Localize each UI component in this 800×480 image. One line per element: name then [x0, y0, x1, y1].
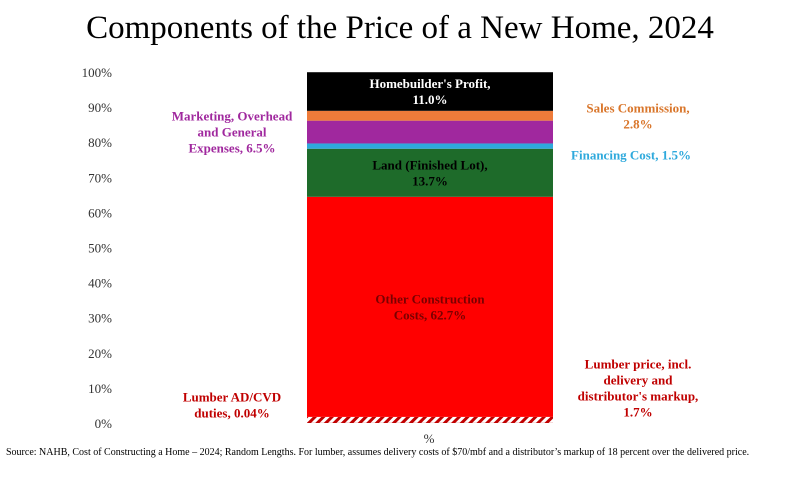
segment-label-financing-cost: Financing Cost, 1.5%: [571, 148, 691, 163]
segment-label-marketing-overhead-and-general-expenses: Expenses, 6.5%: [188, 141, 275, 156]
segment-label-other-construction-costs: Costs, 62.7%: [394, 307, 467, 322]
y-tick-label: 0%: [95, 416, 113, 431]
y-tick-label: 40%: [88, 276, 112, 291]
segment-label-sales-commission: 2.8%: [623, 116, 652, 131]
segment-label-land-finished-lot: Land (Finished Lot),: [372, 157, 487, 172]
bar-segment-financing-cost: [307, 143, 553, 149]
segment-label-sales-commission: Sales Commission,: [586, 100, 689, 115]
segment-label-marketing-overhead-and-general-expenses: and General: [198, 125, 267, 140]
y-tick-label: 20%: [88, 346, 112, 361]
segment-label-lumber-ad-cvd-duties: duties, 0.04%: [194, 406, 269, 421]
bar-segment-homebuilder-s-profit: [307, 72, 553, 111]
x-axis-label: %: [424, 431, 435, 445]
y-tick-label: 10%: [88, 381, 112, 396]
segment-label-homebuilder-s-profit: Homebuilder's Profit,: [369, 76, 490, 91]
chart-title: Components of the Price of a New Home, 2…: [86, 10, 714, 46]
segment-label-lumber-price-incl-delivery-and-distributor-s-markup: distributor's markup,: [578, 389, 699, 404]
segment-label-marketing-overhead-and-general-expenses: Marketing, Overhead: [172, 109, 293, 124]
y-axis: 0% 10% 20% 30% 40% 50% 60% 70% 80% 90% 100%: [82, 65, 113, 431]
bar-segment-lumber-price-incl-delivery-and-distributor-s-markup: [307, 416, 553, 423]
stacked-bar-chart: 0% 10% 20% 30% 40% 50% 60% 70% 80% 90% 100% Lumber…: [82, 65, 699, 445]
segment-label-lumber-price-incl-delivery-and-distributor-s-markup: delivery and: [604, 373, 674, 388]
bar-segment-other-construction-costs: [307, 196, 553, 417]
segment-label-lumber-price-incl-delivery-and-distributor-s-markup: Lumber price, incl.: [585, 357, 692, 372]
source-note: Source: NAHB, Cost of Constructing a Hom…: [6, 447, 750, 458]
y-tick-label: 80%: [88, 135, 112, 150]
segment-label-lumber-ad-cvd-duties: Lumber AD/CVD: [183, 390, 281, 405]
bar-segment-marketing-overhead-and-general-expenses: [307, 120, 553, 144]
y-tick-label: 60%: [88, 205, 112, 220]
y-tick-label: 30%: [88, 311, 112, 326]
segment-label-other-construction-costs: Other Construction: [375, 291, 485, 306]
segment-label-lumber-price-incl-delivery-and-distributor-s-markup: 1.7%: [623, 405, 652, 420]
bar-segment-land-finished-lot: [307, 148, 553, 197]
y-tick-label: 70%: [88, 170, 112, 185]
bar-segment-sales-commission: [307, 110, 553, 121]
bar-segments: [307, 72, 553, 423]
y-tick-label: 90%: [88, 100, 112, 115]
segment-label-land-finished-lot: 13.7%: [412, 173, 448, 188]
segment-label-homebuilder-s-profit: 11.0%: [412, 92, 447, 107]
y-tick-label: 50%: [88, 241, 112, 256]
y-tick-label: 100%: [82, 65, 113, 80]
